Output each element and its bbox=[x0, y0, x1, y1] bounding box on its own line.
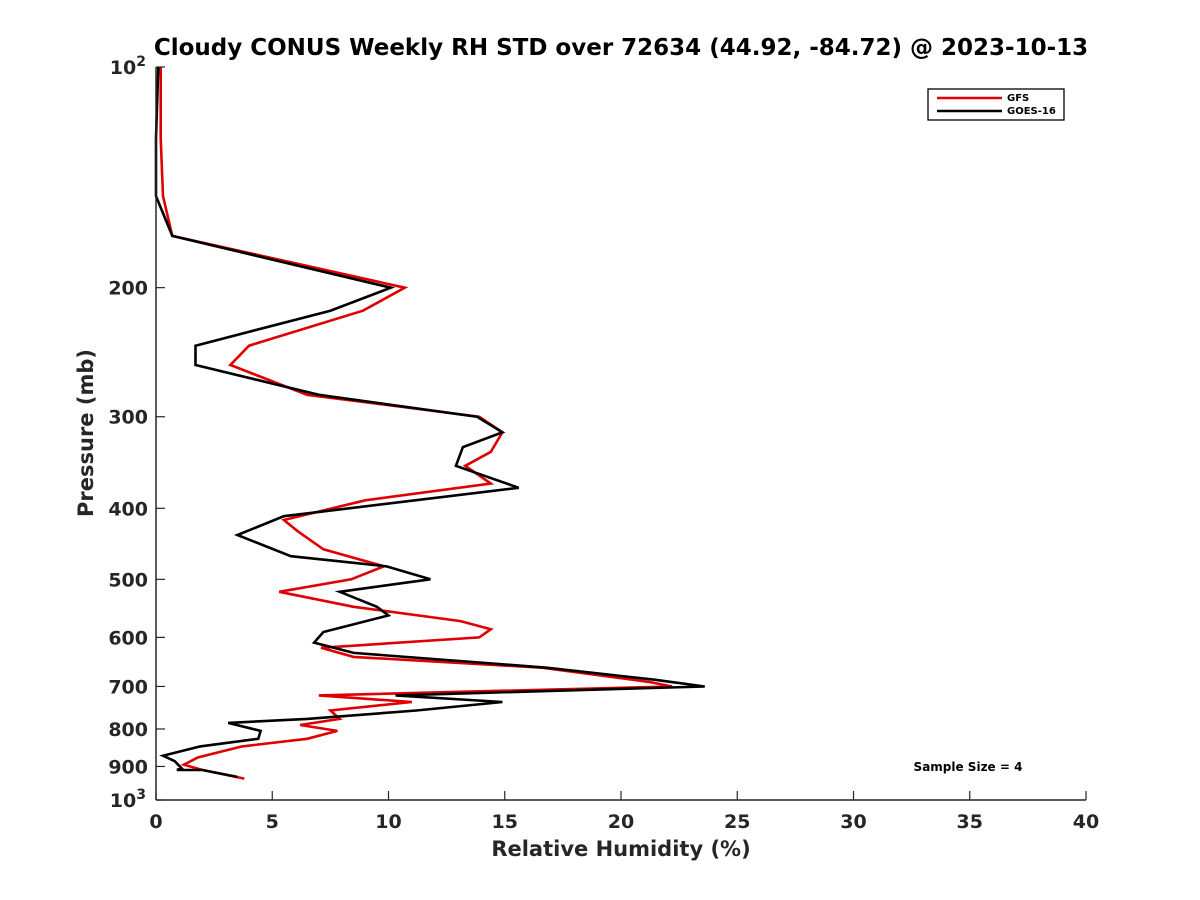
chart-title: Cloudy CONUS Weekly RH STD over 72634 (4… bbox=[154, 35, 1088, 61]
legend-label-gfs: GFS bbox=[1007, 93, 1029, 104]
y-axis-label: Pressure (mb) bbox=[74, 349, 98, 517]
x-tick-label: 0 bbox=[149, 811, 162, 833]
y-tick-label: 102 bbox=[110, 54, 146, 79]
y-tick-label: 400 bbox=[108, 498, 148, 520]
series-line-gfs bbox=[159, 67, 673, 780]
x-tick-label: 15 bbox=[492, 811, 518, 833]
x-tick-label: 30 bbox=[840, 811, 866, 833]
x-ticks: 0 5 10 15 20 25 30 35 40 bbox=[149, 791, 1099, 833]
y-tick-label: 103 bbox=[110, 787, 146, 812]
legend-label-goes16: GOES-16 bbox=[1007, 106, 1056, 117]
y-tick-label: 600 bbox=[108, 627, 148, 649]
legend: GFS GOES-16 bbox=[927, 88, 1065, 121]
x-tick-label: 25 bbox=[724, 811, 750, 833]
x-tick-label: 5 bbox=[266, 811, 279, 833]
y-tick-label: 200 bbox=[108, 278, 148, 300]
x-tick-label: 10 bbox=[375, 811, 401, 833]
y-ticks: 102 200 300 400 500 600 700 800 900 103 bbox=[108, 54, 165, 812]
x-axis-label: Relative Humidity (%) bbox=[491, 837, 750, 861]
sample-size-note: Sample Size = 4 bbox=[914, 760, 1023, 774]
series-line-goes16 bbox=[154, 66, 705, 779]
y-tick-label: 500 bbox=[108, 569, 148, 591]
y-tick-label: 900 bbox=[108, 756, 148, 778]
x-tick-label: 40 bbox=[1073, 811, 1099, 833]
y-tick-label: 700 bbox=[108, 676, 148, 698]
y-tick-label: 300 bbox=[108, 407, 148, 429]
series-layer bbox=[154, 66, 705, 780]
x-tick-label: 35 bbox=[957, 811, 983, 833]
y-tick-label: 800 bbox=[108, 719, 148, 741]
x-tick-label: 20 bbox=[608, 811, 634, 833]
legend-box bbox=[927, 88, 1065, 121]
